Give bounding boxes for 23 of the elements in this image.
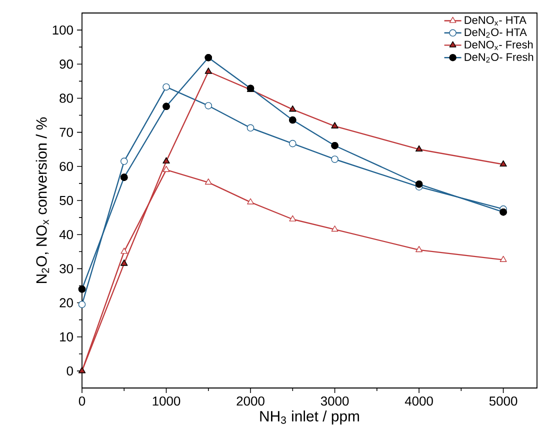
y-tick-label: 60 (60, 162, 73, 171)
y-tick-label: 20 (60, 298, 73, 308)
legend-label: DeNO$_{x}$- HTA (464, 16, 526, 26)
y-tick-label: 30 (60, 264, 73, 274)
legend-label: DeN$_{2}$O- Fresh (464, 52, 534, 62)
y-tick-label: 40 (59, 230, 73, 240)
x-tick-label: 5000 (489, 396, 518, 406)
x-tick-label: 0 (78, 396, 86, 406)
y-tick-label: 0 (66, 366, 73, 376)
legend-label: DeN$_{2}$O- HTA (464, 28, 527, 38)
y-tick-label: 10 (60, 332, 73, 342)
legend-label: DeNO$_{x}$- Fresh (464, 40, 533, 50)
x-tick-label: 4000 (404, 396, 433, 406)
x-axis-title: NH$_{3}$ inlet / ppm (260, 410, 359, 424)
y-tick-label: 90 (60, 60, 73, 69)
y-tick-label: 70 (60, 128, 73, 137)
x-tick-label: 2000 (236, 396, 264, 406)
x-tick-label: 3000 (320, 396, 349, 406)
x-tick-label: 1000 (152, 396, 180, 406)
y-tick-label: 50 (60, 196, 73, 206)
y-tick-label: 100 (52, 25, 73, 35)
y-axis-title: N$_{2}$O, NO$_{x}$ conversion / % (36, 117, 50, 283)
y-tick-label: 80 (60, 94, 73, 103)
